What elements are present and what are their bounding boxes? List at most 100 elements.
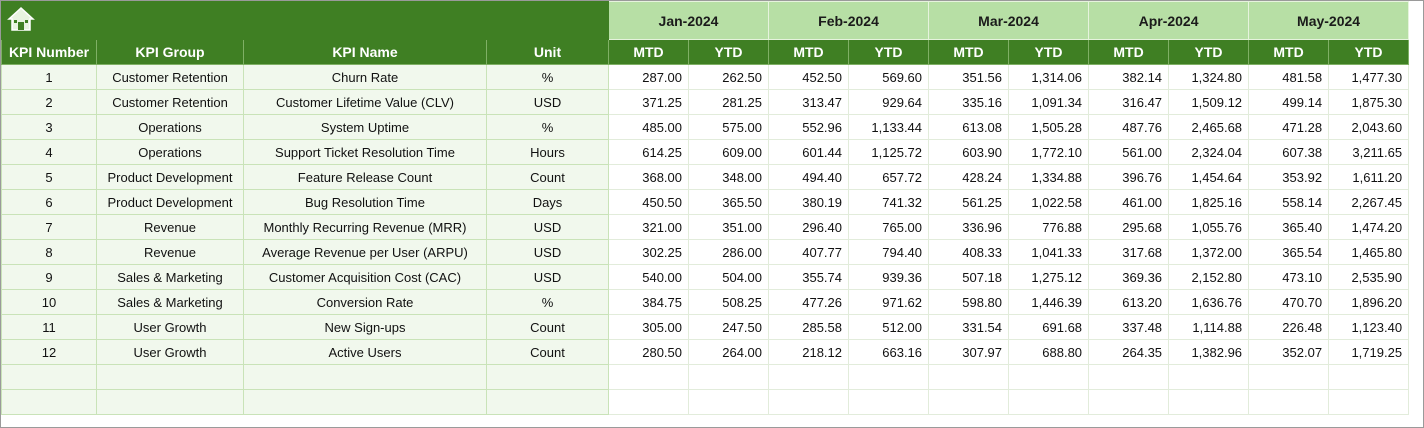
empty-cell (688, 364, 769, 390)
period-header: YTD (1328, 39, 1410, 65)
kpi-cell: Count (486, 164, 609, 190)
value-cell: 473.10 (1248, 264, 1330, 290)
value-cell: 512.00 (847, 314, 930, 340)
kpi-cell: 3 (1, 114, 97, 140)
value-cell: 1,505.28 (1008, 114, 1090, 140)
period-header: MTD (1088, 39, 1170, 65)
kpi-cell: Days (486, 189, 609, 215)
month-header: May-2024 (1248, 1, 1410, 40)
empty-cell (243, 364, 487, 390)
value-cell: 508.25 (688, 289, 769, 315)
value-cell: 226.48 (1248, 314, 1330, 340)
value-cell: 776.88 (1008, 214, 1090, 240)
value-cell: 663.16 (847, 339, 930, 365)
value-cell: 613.20 (1088, 289, 1170, 315)
data-row: 12 User Growth Active Users Count 280.50 264.… (1, 339, 1410, 365)
column-header: KPI Number (1, 39, 97, 65)
value-cell: 336.96 (928, 214, 1010, 240)
value-cell: 428.24 (928, 164, 1010, 190)
value-cell: 331.54 (928, 314, 1010, 340)
value-cell: 302.25 (608, 239, 689, 265)
value-cell: 485.00 (608, 114, 689, 140)
column-header: KPI Group (96, 39, 244, 65)
kpi-cell: Revenue (96, 239, 244, 265)
empty-row (1, 389, 1410, 415)
kpi-cell: USD (486, 239, 609, 265)
value-cell: 2,267.45 (1328, 189, 1410, 215)
value-cell: 382.14 (1088, 64, 1170, 90)
kpi-cell: Customer Retention (96, 89, 244, 115)
kpi-cell: Customer Lifetime Value (CLV) (243, 89, 487, 115)
kpi-cell: Customer Retention (96, 64, 244, 90)
home-icon[interactable] (6, 5, 36, 33)
empty-cell (1328, 364, 1410, 390)
period-header: MTD (768, 39, 849, 65)
empty-cell (1, 389, 97, 415)
value-cell: 396.76 (1088, 164, 1170, 190)
empty-cell (1008, 389, 1090, 415)
value-cell: 337.48 (1088, 314, 1170, 340)
kpi-cell: 5 (1, 164, 97, 190)
data-row: 11 User Growth New Sign-ups Count 305.00 247.… (1, 314, 1410, 340)
column-header: KPI Name (243, 39, 487, 65)
data-row: 7 Revenue Monthly Recurring Revenue (MRR) U… (1, 214, 1410, 240)
empty-cell (928, 364, 1010, 390)
month-header: Feb-2024 (767, 1, 930, 40)
value-cell: 408.33 (928, 239, 1010, 265)
kpi-cell: USD (486, 214, 609, 240)
value-cell: 1,275.12 (1008, 264, 1090, 290)
empty-cell (1, 364, 97, 390)
value-cell: 317.68 (1088, 239, 1170, 265)
kpi-cell: 4 (1, 139, 97, 165)
value-cell: 264.00 (688, 339, 769, 365)
empty-cell (688, 389, 769, 415)
value-cell: 499.14 (1248, 89, 1330, 115)
kpi-cell: Product Development (96, 164, 244, 190)
kpi-cell: User Growth (96, 339, 244, 365)
value-cell: 971.62 (847, 289, 930, 315)
empty-cell (768, 364, 849, 390)
kpi-cell: 6 (1, 189, 97, 215)
value-cell: 369.36 (1088, 264, 1170, 290)
value-cell: 307.97 (928, 339, 1010, 365)
value-cell: 765.00 (847, 214, 930, 240)
value-cell: 494.40 (768, 164, 849, 190)
kpi-cell: Support Ticket Resolution Time (243, 139, 487, 165)
empty-cell (1168, 389, 1250, 415)
kpi-cell: Count (486, 339, 609, 365)
value-cell: 280.50 (608, 339, 689, 365)
kpi-cell: Sales & Marketing (96, 289, 244, 315)
value-cell: 365.54 (1248, 239, 1330, 265)
empty-cell (928, 389, 1010, 415)
kpi-cell: Conversion Rate (243, 289, 487, 315)
table-body: Jan-2024 Feb-2024 Mar-2024 Apr-2024 May-2024… (1, 1, 1410, 415)
kpi-cell: Monthly Recurring Revenue (MRR) (243, 214, 487, 240)
empty-cell (486, 389, 609, 415)
kpi-cell: New Sign-ups (243, 314, 487, 340)
value-cell: 1,314.06 (1008, 64, 1090, 90)
value-cell: 384.75 (608, 289, 689, 315)
value-cell: 380.19 (768, 189, 849, 215)
value-cell: 296.40 (768, 214, 849, 240)
value-cell: 575.00 (688, 114, 769, 140)
value-cell: 504.00 (688, 264, 769, 290)
value-cell: 471.28 (1248, 114, 1330, 140)
empty-cell (847, 389, 930, 415)
value-cell: 601.44 (768, 139, 849, 165)
kpi-cell: Operations (96, 139, 244, 165)
kpi-cell: Revenue (96, 214, 244, 240)
value-cell: 1,477.30 (1328, 64, 1410, 90)
period-header: YTD (847, 39, 930, 65)
empty-cell (243, 389, 487, 415)
empty-cell (1168, 364, 1250, 390)
value-cell: 3,211.65 (1328, 139, 1410, 165)
value-cell: 1,509.12 (1168, 89, 1250, 115)
value-cell: 1,334.88 (1008, 164, 1090, 190)
value-cell: 355.74 (768, 264, 849, 290)
value-cell: 287.00 (608, 64, 689, 90)
kpi-cell: USD (486, 89, 609, 115)
value-cell: 371.25 (608, 89, 689, 115)
value-cell: 609.00 (688, 139, 769, 165)
value-cell: 351.56 (928, 64, 1010, 90)
